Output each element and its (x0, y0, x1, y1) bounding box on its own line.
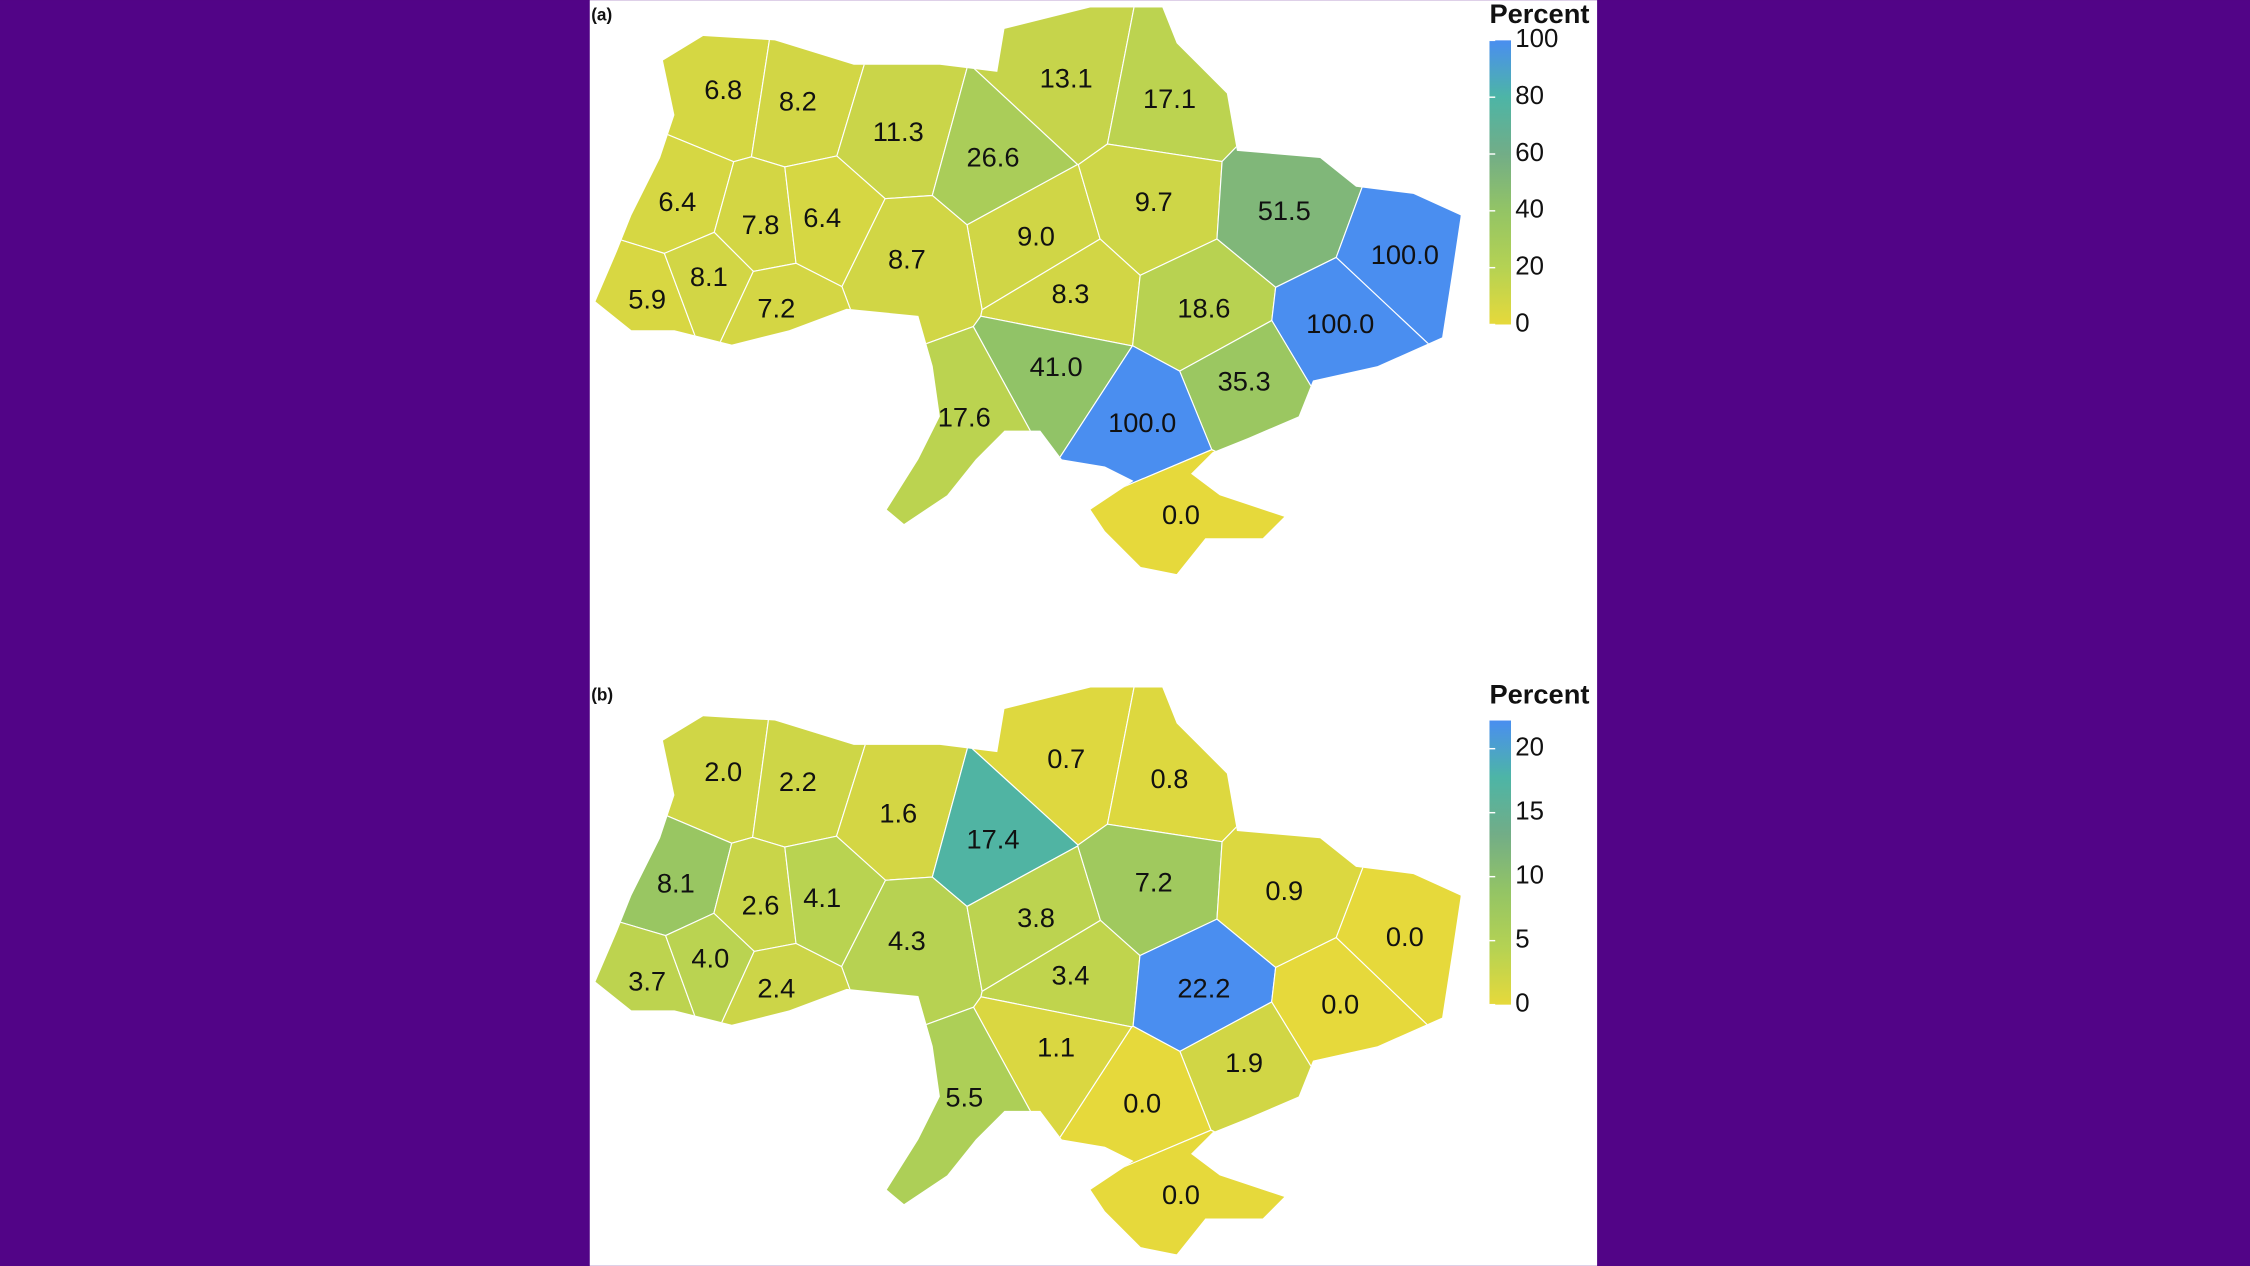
legend-title: Percent (1489, 0, 1589, 29)
colorbar-tick-label: 60 (1515, 139, 1544, 167)
region-label: 2.6 (742, 889, 780, 920)
region-label: 7.2 (757, 292, 795, 323)
region-label: 41.0 (1030, 351, 1083, 382)
region-label: 7.8 (742, 209, 780, 240)
region-label: 7.2 (1135, 866, 1173, 897)
region-label: 0.0 (1321, 988, 1359, 1019)
region-label: 0.7 (1047, 743, 1085, 774)
region-label: 17.6 (938, 401, 991, 432)
region-label: 2.0 (704, 756, 742, 787)
region-label: 4.1 (803, 882, 841, 913)
region-label: 1.9 (1225, 1047, 1263, 1078)
colorbar-tick-label: 20 (1515, 252, 1544, 280)
region-label: 2.2 (779, 766, 817, 797)
region-label: 4.0 (691, 942, 729, 973)
region-label: 100.0 (1108, 407, 1176, 438)
region-label: 8.1 (690, 261, 728, 292)
region-label: 13.1 (1040, 63, 1093, 94)
region-label: 3.4 (1052, 960, 1090, 991)
colorbar-tick-label: 15 (1515, 798, 1544, 826)
region-label: 8.1 (657, 868, 695, 899)
region-label: 8.3 (1052, 278, 1090, 309)
region-label: 6.8 (704, 74, 742, 105)
region-label: 100.0 (1306, 308, 1374, 339)
region-label: 22.2 (1177, 973, 1230, 1004)
region-label: 17.4 (966, 823, 1019, 854)
region-label: 0.0 (1123, 1087, 1161, 1118)
region-label: 0.0 (1162, 499, 1200, 530)
region-label: 6.4 (803, 202, 841, 233)
colorbar-tick-label: 0 (1515, 989, 1529, 1017)
region-label: 0.0 (1162, 1179, 1200, 1210)
region-label: 0.8 (1151, 763, 1189, 794)
region-label: 6.4 (658, 186, 696, 217)
region-label: 0.0 (1386, 921, 1424, 952)
region-label: 3.7 (628, 965, 666, 996)
region-label: 8.2 (779, 86, 817, 117)
colorbar (1489, 720, 1512, 1005)
colorbar-tick-label: 10 (1515, 861, 1544, 889)
region-label: 17.1 (1143, 83, 1196, 114)
region-label: 9.7 (1135, 186, 1173, 217)
region-label: 0.9 (1265, 875, 1303, 906)
region-label: 11.3 (873, 116, 924, 147)
colorbar-tick-label: 80 (1515, 82, 1544, 110)
region-label: 2.4 (757, 973, 795, 1004)
region-label: 5.5 (945, 1082, 983, 1113)
panel-label: (b) (591, 685, 613, 705)
colorbar-tick-label: 0 (1515, 309, 1529, 337)
region-label: 9.0 (1017, 221, 1055, 252)
region-label: 8.7 (888, 244, 926, 275)
legend-title: Percent (1489, 678, 1589, 709)
colorbar-tick-label: 100 (1515, 25, 1558, 53)
region-label: 51.5 (1258, 195, 1311, 226)
region-label: 4.3 (888, 925, 926, 956)
region-label: 1.6 (879, 797, 917, 828)
panel-label: (a) (591, 5, 612, 25)
region-label: 1.1 (1037, 1031, 1075, 1062)
region-label: 5.9 (628, 284, 666, 315)
region-label: 35.3 (1218, 366, 1271, 397)
colorbar-tick-label: 40 (1515, 196, 1544, 224)
colorbar-tick-label: 20 (1515, 734, 1544, 762)
colorbar-tick-label: 5 (1515, 925, 1529, 953)
region-label: 26.6 (966, 142, 1019, 173)
region-label: 18.6 (1177, 292, 1230, 323)
region-label: 3.8 (1017, 902, 1055, 933)
colorbar (1489, 40, 1512, 325)
region-label: 100.0 (1371, 239, 1439, 270)
